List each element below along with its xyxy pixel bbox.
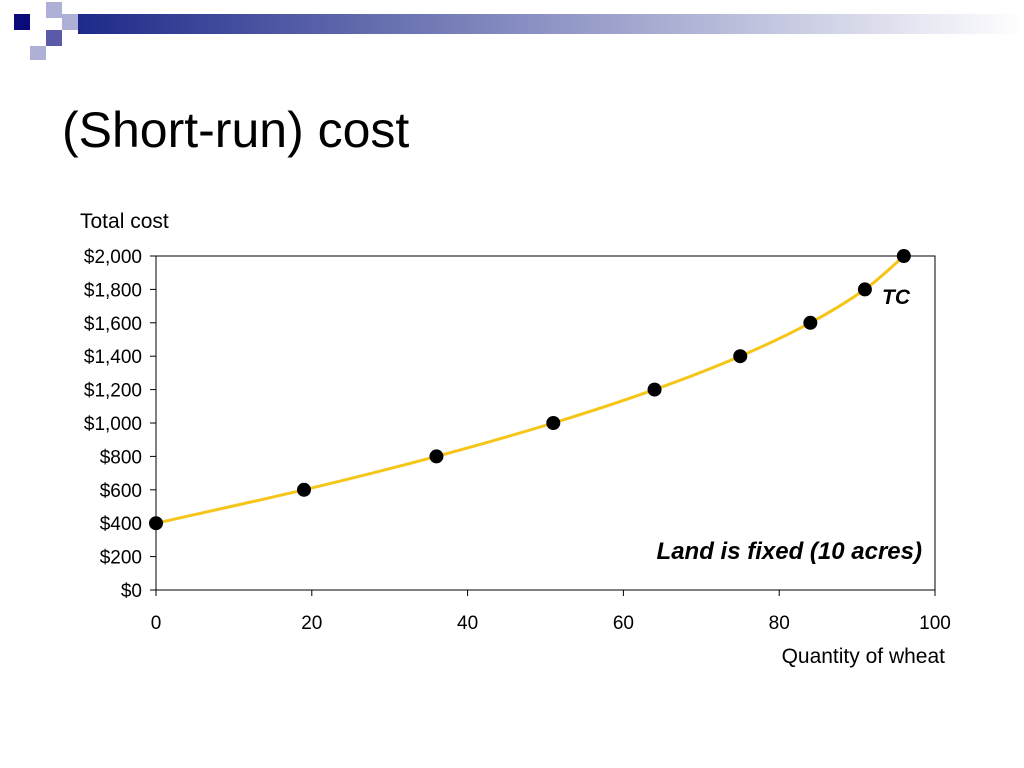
tc-data-point xyxy=(429,449,444,464)
y-tick-label: $200 xyxy=(100,548,142,569)
plot-area xyxy=(155,255,936,591)
y-tick-label: $400 xyxy=(100,514,142,535)
tc-data-point xyxy=(896,249,911,263)
slide-title: (Short-run) cost xyxy=(62,102,410,158)
x-tick-label: 80 xyxy=(769,613,790,634)
tc-data-point xyxy=(546,416,561,430)
y-tick-label: $0 xyxy=(121,581,142,602)
tc-data-points xyxy=(149,249,911,531)
x-tick-label: 20 xyxy=(301,613,322,634)
x-axis-ticks: 0 20 40 60 80 100 xyxy=(151,590,951,634)
header-square-light-3 xyxy=(30,46,46,60)
y-tick-label: $2,000 xyxy=(84,247,142,268)
y-tick-label: $600 xyxy=(100,481,142,502)
header-square-dark xyxy=(14,14,30,30)
y-tick-label: $1,400 xyxy=(84,347,142,368)
y-tick-label: $1,200 xyxy=(84,381,142,402)
tc-data-point xyxy=(149,516,163,531)
header-square-mid xyxy=(46,30,62,46)
y-tick-label: $1,600 xyxy=(84,314,142,335)
tc-data-point xyxy=(297,482,312,497)
series-label-tc: TC xyxy=(882,286,911,309)
annotation-land-fixed: Land is fixed (10 acres) xyxy=(657,538,922,565)
y-tick-label: $1,800 xyxy=(84,280,142,301)
tc-data-point xyxy=(803,315,818,330)
y-tick-label: $1,000 xyxy=(84,414,142,435)
header-square-light xyxy=(46,2,62,18)
tc-data-point xyxy=(733,349,748,364)
x-tick-label: 100 xyxy=(919,613,951,634)
header-gradient-bar xyxy=(78,14,1024,34)
header-square-light-2 xyxy=(62,14,78,30)
header-decoration xyxy=(14,2,1024,60)
y-axis-ticks: $0 $200 $400 $600 $800 $1,000 $1,200 $1,400 $1,6… xyxy=(84,247,156,602)
y-tick-label: $800 xyxy=(100,447,142,468)
tc-data-point xyxy=(857,282,872,297)
tc-data-point xyxy=(647,382,662,397)
tc-curve xyxy=(155,254,905,525)
x-tick-label: 0 xyxy=(151,613,162,634)
x-tick-label: 60 xyxy=(613,613,634,634)
x-axis-label: Quantity of wheat xyxy=(782,645,946,668)
y-axis-label: Total cost xyxy=(80,210,169,233)
x-tick-label: 40 xyxy=(457,613,478,634)
